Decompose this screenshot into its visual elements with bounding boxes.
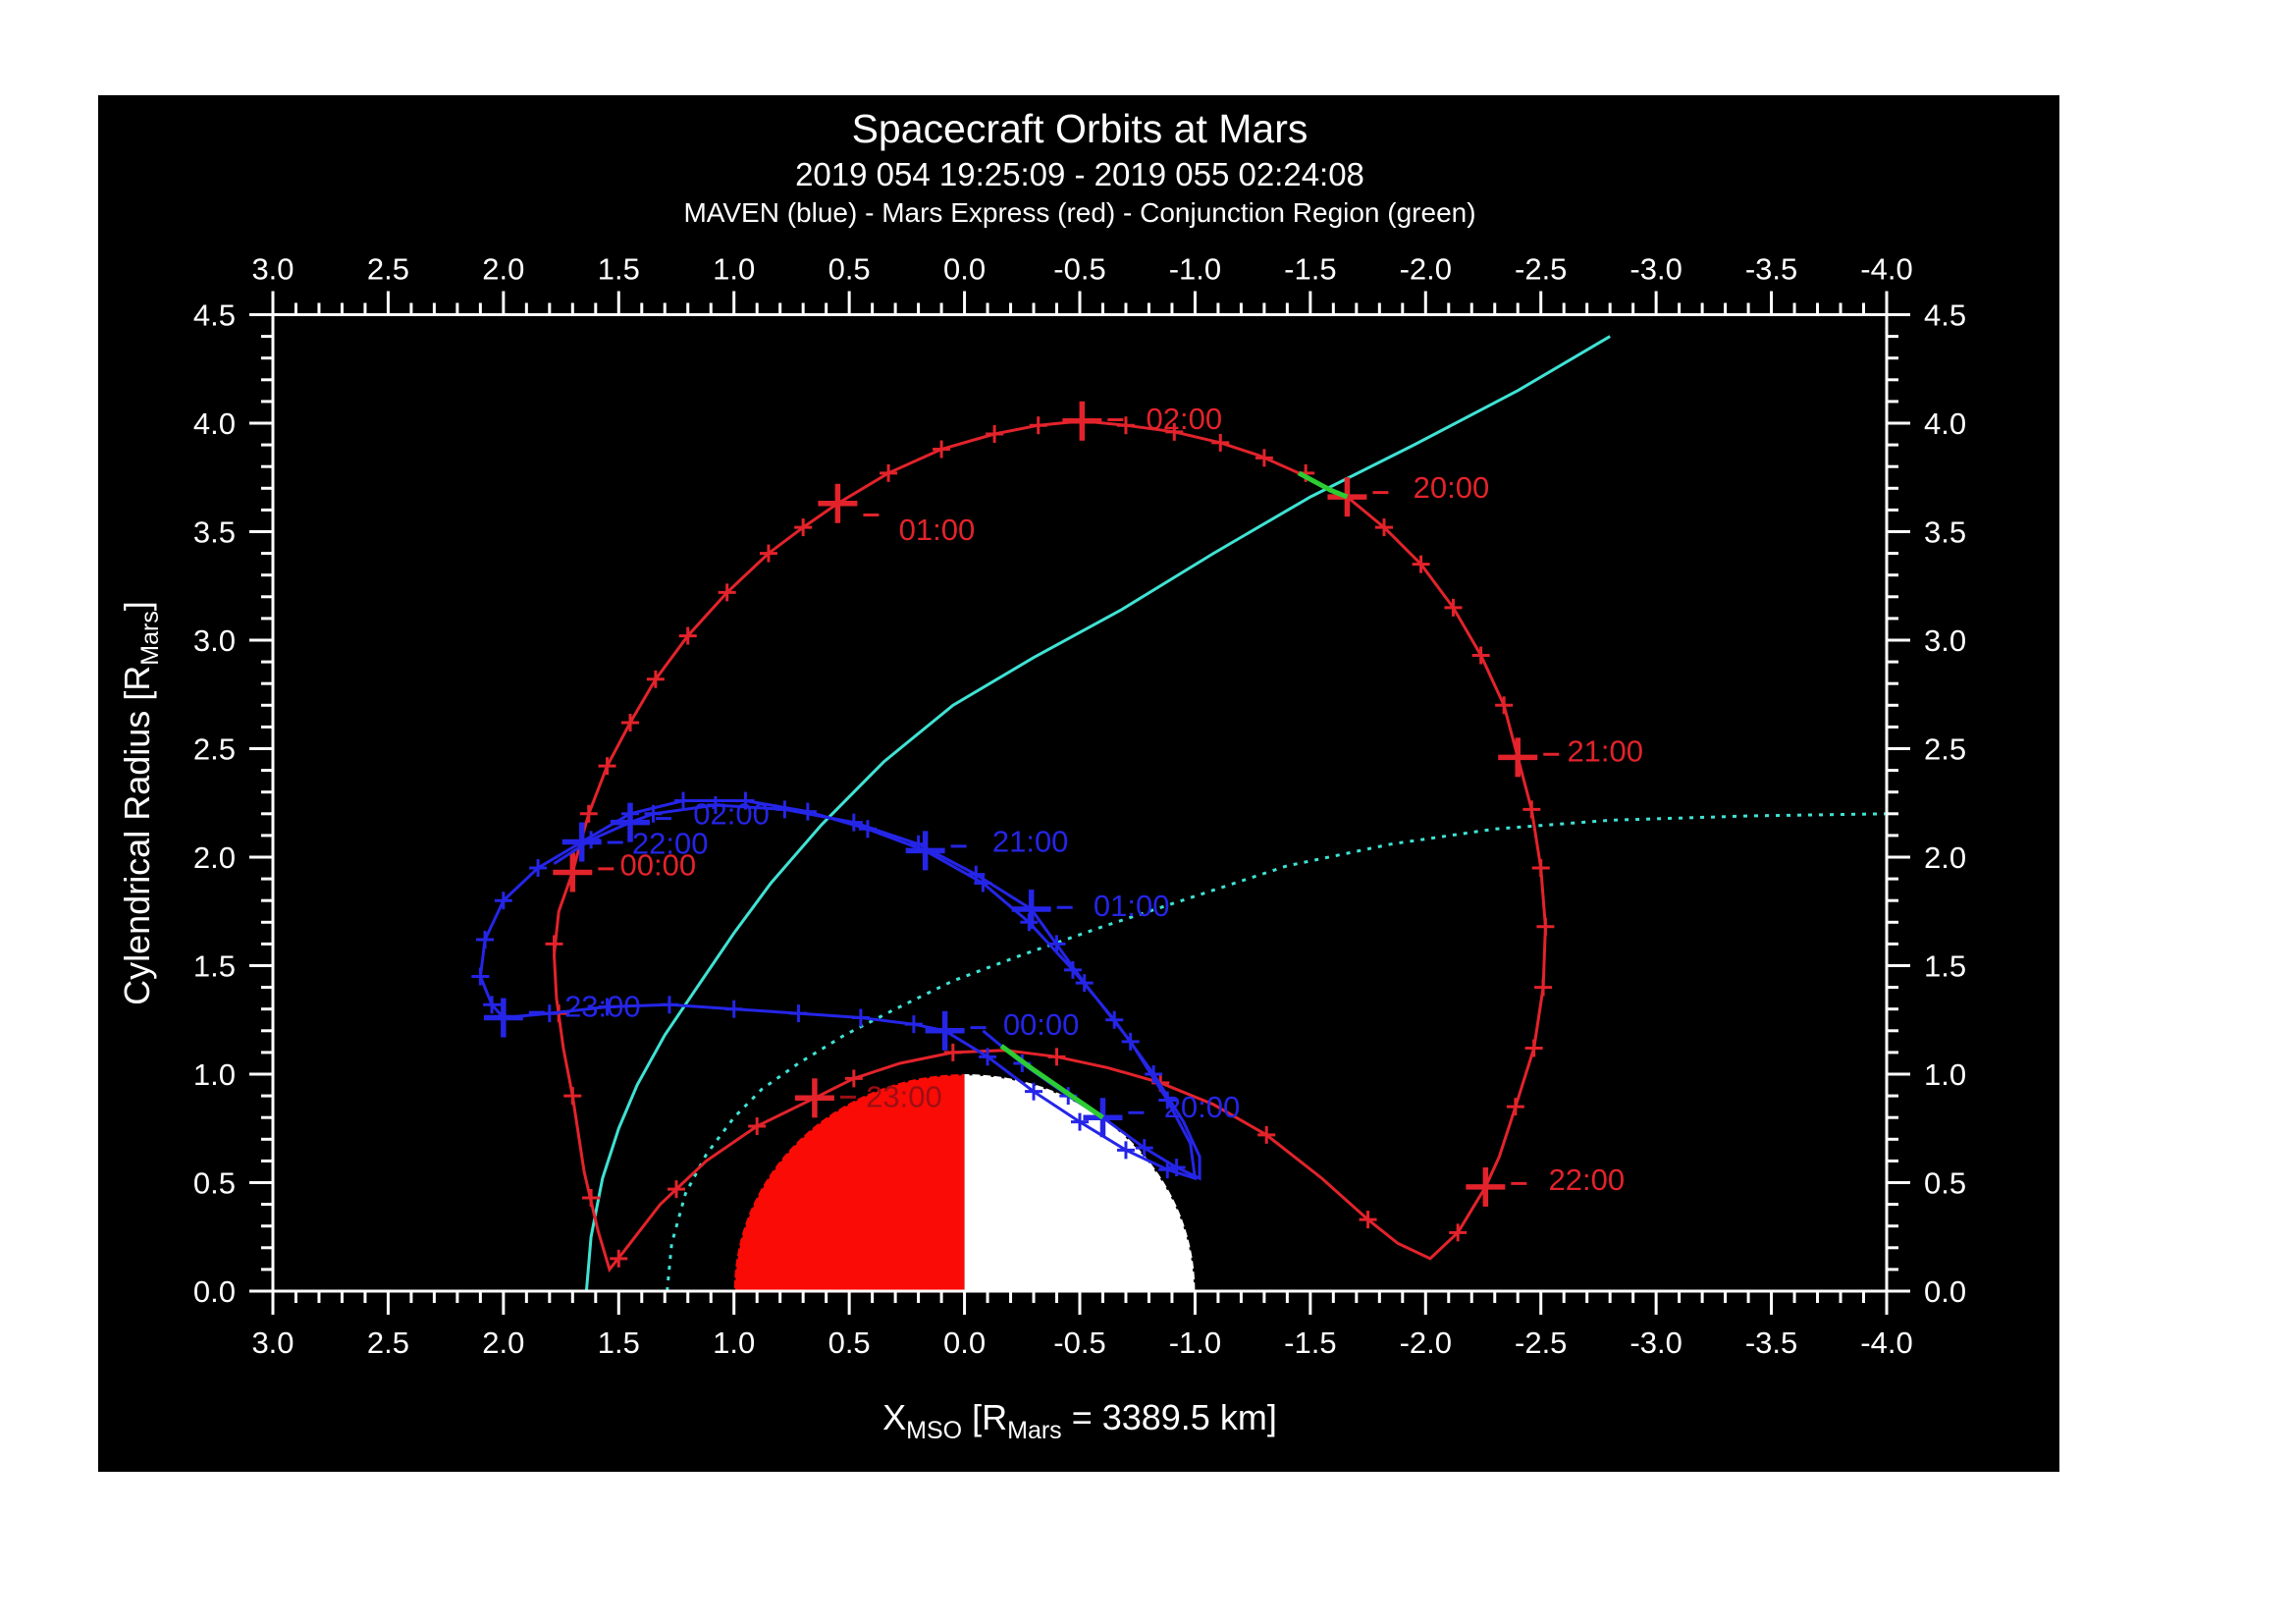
x-tick-label-top: 1.0: [713, 252, 755, 287]
y-tick-label-right: 1.5: [1924, 949, 1966, 984]
conjunction-region-mex-path: [1297, 470, 1349, 500]
chart-title: Spacecraft Orbits at Mars: [851, 106, 1308, 151]
x-tick-label-bottom: -2.0: [1400, 1325, 1452, 1360]
y-tick-label-right: 4.5: [1924, 298, 1966, 333]
x-tick-label-bottom: 1.5: [598, 1325, 640, 1360]
mars-express-orbit-hour-2200: 22:00: [1549, 1163, 1626, 1197]
y-tick-label-left: 1.5: [193, 949, 236, 984]
y-tick-label-right: 0.5: [1924, 1166, 1966, 1201]
mars-express-orbit-hour-0000: 00:00: [620, 847, 697, 882]
maven-orbit-hour-0100: 01:00: [1094, 889, 1170, 923]
y-tick-label-right: 2.5: [1924, 732, 1966, 767]
maven-orbit: 20:00 21:00 22:00 23:00 00:00 01:00 02:00: [471, 791, 1241, 1181]
x-tick-label-bottom: -1.0: [1169, 1325, 1221, 1360]
y-tick-label-right: 0.0: [1924, 1274, 1966, 1309]
y-tick-label-right: 3.0: [1924, 623, 1966, 658]
y-tick-label-right: 3.5: [1924, 515, 1966, 550]
mars-express-orbit-hour-2300: 23:00: [866, 1079, 942, 1113]
y-tick-label-left: 0.0: [193, 1274, 236, 1309]
x-tick-label-bottom: 3.0: [251, 1325, 294, 1360]
mars-outline-dotted: [732, 1072, 1197, 1292]
conjunction-region-maven: [999, 1044, 1104, 1120]
x-tick-label-top: -4.0: [1860, 252, 1912, 287]
maven-orbit-hour-0200: 02:00: [693, 797, 770, 832]
plot-axes: [249, 291, 1910, 1315]
maven-orbit-hour-2100: 21:00: [992, 824, 1069, 858]
mpb-boundary: [666, 812, 1888, 1292]
x-tick-label-top: 0.0: [943, 252, 986, 287]
mars-express-orbit-hour-2000: 20:00: [1414, 470, 1490, 505]
y-tick-label-left: 3.0: [193, 623, 236, 658]
x-tick-label-bottom: -1.5: [1284, 1325, 1336, 1360]
x-tick-label-bottom: 1.0: [713, 1325, 755, 1360]
x-tick-label-top: -3.5: [1745, 252, 1797, 287]
y-tick-label-right: 1.0: [1924, 1057, 1966, 1092]
y-tick-label-left: 4.0: [193, 406, 236, 441]
mars-express-orbit-hour-0200: 02:00: [1147, 402, 1223, 436]
mars-express-orbit-hour-0100: 01:00: [899, 513, 976, 547]
mars-disk: [732, 1072, 1197, 1292]
x-tick-label-top: 0.5: [828, 252, 871, 287]
conjunction-region-maven-path: [999, 1044, 1104, 1120]
bow-shock-boundary: [584, 335, 1611, 1292]
bow-shock-boundary-path: [584, 335, 1611, 1292]
x-tick-label-top: 3.0: [251, 252, 294, 287]
x-tick-label-top: -3.0: [1629, 252, 1682, 287]
x-tick-label-bottom: -3.5: [1745, 1325, 1797, 1360]
chart-time-range: 2019 054 19:25:09 - 2019 055 02:24:08: [795, 156, 1364, 192]
y-tick-label-left: 2.5: [193, 732, 236, 767]
x-tick-label-top: -2.0: [1400, 252, 1452, 287]
chart-color-legend: MAVEN (blue) - Mars Express (red) - Conj…: [683, 197, 1476, 228]
y-tick-label-right: 4.0: [1924, 406, 1966, 441]
mars-dayside: [733, 1074, 965, 1291]
mars-express-orbit: 20:00 21:00 22:00 23:00 00:00 01:00 02:00: [545, 401, 1643, 1273]
x-tick-label-top: 2.5: [367, 252, 409, 287]
x-tick-label-bottom: -0.5: [1053, 1325, 1105, 1360]
x-axis-title: XMSO [RMars = 3389.5 km]: [882, 1397, 1277, 1444]
y-tick-label-left: 1.0: [193, 1057, 236, 1092]
maven-orbit-hour-0000: 00:00: [1003, 1007, 1080, 1042]
maven-orbit-hour-2200: 22:00: [632, 827, 709, 861]
x-tick-label-top: 2.0: [482, 252, 524, 287]
conjunction-region-mex: [1297, 470, 1349, 500]
x-tick-label-bottom: 0.0: [943, 1325, 986, 1360]
y-axis-title: Cylendrical Radius [RMars]: [117, 601, 164, 1005]
y-tick-label-left: 3.5: [193, 515, 236, 550]
x-tick-label-top: -1.5: [1284, 252, 1336, 287]
x-tick-label-bottom: 2.5: [367, 1325, 409, 1360]
axis-titles: Cylendrical Radius [RMars] XMSO [RMars = …: [117, 601, 1277, 1444]
x-tick-label-bottom: -2.5: [1515, 1325, 1567, 1360]
maven-orbit-hour-2300: 23:00: [564, 990, 641, 1024]
y-tick-label-right: 2.0: [1924, 840, 1966, 875]
x-tick-label-top: -1.0: [1169, 252, 1221, 287]
x-tick-label-bottom: -4.0: [1860, 1325, 1912, 1360]
y-tick-label-left: 2.0: [193, 840, 236, 875]
y-tick-label-left: 0.5: [193, 1166, 236, 1201]
mpb-boundary-path: [666, 812, 1888, 1292]
tick-labels: 3.0 3.0 2.5 2.5 2.0 2.0 1.5 1.5 1.0 1.0 0.5 0.5 0.0 0…: [193, 252, 1966, 1361]
x-tick-label-top: -0.5: [1053, 252, 1105, 287]
x-tick-label-bottom: -3.0: [1629, 1325, 1682, 1360]
x-tick-label-bottom: 2.0: [482, 1325, 524, 1360]
mars-express-orbit-hour-2100: 21:00: [1567, 733, 1643, 768]
maven-orbit-hour-2000: 20:00: [1164, 1090, 1241, 1124]
x-tick-label-top: 1.5: [598, 252, 640, 287]
y-tick-label-left: 4.5: [193, 298, 236, 333]
mars-nightside: [964, 1074, 1196, 1291]
x-tick-label-top: -2.5: [1515, 252, 1567, 287]
x-tick-label-bottom: 0.5: [828, 1325, 871, 1360]
